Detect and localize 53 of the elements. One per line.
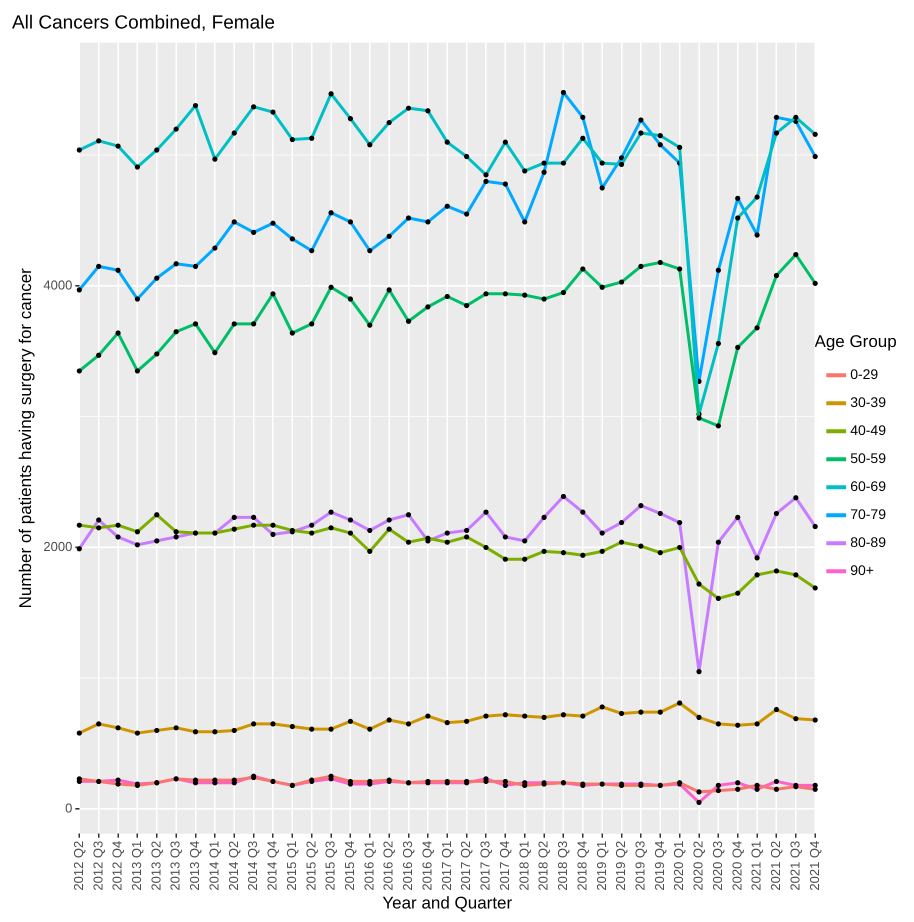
x-tick-label: 2014 Q1 <box>206 840 222 891</box>
y-axis-title: Number of patients having surgery for cancer <box>16 268 35 608</box>
x-tick-label: 2016 Q1 <box>361 840 376 891</box>
y-tick-label: 0 <box>65 800 72 816</box>
x-tick-label: 2019 Q1 <box>594 840 609 891</box>
legend-label: 80-89 <box>850 534 886 550</box>
x-tick-label: 2018 Q2 <box>536 840 551 891</box>
x-tick-label: 2021 Q4 <box>806 840 822 891</box>
x-tick-label: 2015 Q4 <box>342 840 358 891</box>
x-tick-label: 2017 Q3 <box>478 840 493 891</box>
x-tick-label: 2014 Q3 <box>245 840 260 891</box>
x-tick-label: 2013 Q4 <box>187 840 202 891</box>
x-tick-label: 2021 Q2 <box>768 840 784 891</box>
x-tick-label: 2019 Q2 <box>613 840 628 891</box>
x-tick-label: 2017 Q2 <box>458 840 474 891</box>
y-tick-label: 4000 <box>43 278 72 293</box>
chart-title: All Cancers Combined, Female <box>12 12 275 34</box>
x-tick-label: 2016 Q3 <box>400 840 416 891</box>
legend-label: 50-59 <box>850 450 886 466</box>
x-axis-title: Year and Quarter <box>382 893 512 912</box>
legend-label: 60-69 <box>850 478 886 494</box>
x-tick-label: 2013 Q1 <box>128 840 144 891</box>
x-tick-label: 2015 Q1 <box>284 840 299 891</box>
x-tick-label: 2015 Q3 <box>322 840 338 891</box>
x-tick-label: 2018 Q4 <box>574 840 590 891</box>
x-tick-label: 2016 Q2 <box>380 840 396 891</box>
x-tick-label: 2018 Q1 <box>516 840 532 891</box>
x-tick-label: 2018 Q3 <box>555 840 570 891</box>
x-tick-label: 2020 Q2 <box>690 840 706 891</box>
x-tick-label: 2013 Q2 <box>148 840 164 891</box>
x-tick-label: 2012 Q2 <box>70 840 86 891</box>
x-tick-label: 2020 Q1 <box>671 840 686 891</box>
x-tick-label: 2019 Q3 <box>632 840 648 891</box>
legend-label: 70-79 <box>850 506 886 522</box>
y-tick-label: 2000 <box>43 539 72 554</box>
x-tick-label: 2021 Q1 <box>748 840 764 891</box>
legend-label: 0-29 <box>850 366 878 382</box>
legend-label: 40-49 <box>850 422 886 438</box>
x-tick-label: 2016 Q4 <box>419 840 434 891</box>
legend-label: 30-39 <box>850 394 886 410</box>
x-tick-label: 2019 Q4 <box>652 840 667 891</box>
x-tick-label: 2012 Q3 <box>90 840 106 891</box>
x-tick-label: 2021 Q3 <box>787 840 802 891</box>
x-tick-label: 2017 Q1 <box>438 840 454 891</box>
x-tick-label: 2020 Q4 <box>729 840 744 891</box>
x-tick-label: 2017 Q4 <box>496 840 512 891</box>
legend-label: 90+ <box>850 562 874 578</box>
x-tick-label: 2020 Q3 <box>710 840 725 891</box>
x-tick-label: 2014 Q2 <box>226 840 241 891</box>
x-tick-label: 2013 Q3 <box>168 840 183 891</box>
x-tick-label: 2012 Q4 <box>110 840 125 891</box>
x-tick-label: 2015 Q2 <box>303 840 318 891</box>
x-tick-label: 2014 Q4 <box>264 840 280 891</box>
